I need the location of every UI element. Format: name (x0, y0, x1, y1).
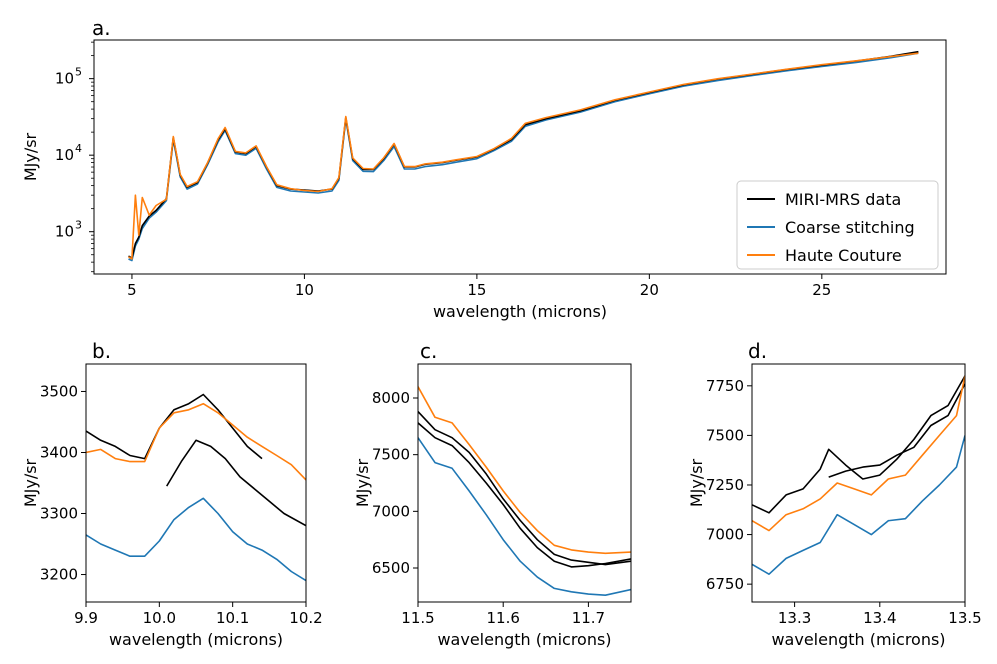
x-tick-label: 13.5 (948, 609, 981, 627)
series-line-coarse (86, 497, 306, 582)
series-line-data (418, 422, 631, 568)
x-tick-label: 9.9 (74, 609, 98, 627)
series-line-coarse (752, 435, 965, 575)
y-tick-label: 6750 (706, 575, 744, 593)
y-tick-label: 7500 (372, 446, 410, 464)
y-tick-label: 10 (55, 70, 74, 88)
x-tick-label: 20 (640, 281, 659, 299)
legend: MIRI-MRS data Coarse stitching Haute Coutu… (736, 180, 939, 270)
series-line-haute (86, 402, 306, 481)
plot-frame (93, 39, 947, 275)
x-axis-label: wavelength (microns) (437, 630, 611, 649)
legend-entry-coarse: Coarse stitching (785, 218, 915, 237)
x-tick-label: 10.2 (289, 609, 322, 627)
x-tick-label: 11.7 (572, 609, 605, 627)
series-line-data (828, 383, 965, 478)
x-tick-label: 10.1 (216, 609, 249, 627)
panel-label: d. (748, 339, 767, 363)
x-axis-label: wavelength (microns) (771, 630, 945, 649)
x-tick-label: 13.3 (778, 609, 811, 627)
y-axis-label: MJy/sr (21, 132, 40, 181)
panel-label: a. (92, 16, 111, 40)
legend-entry-haute: Haute Couture (785, 246, 902, 265)
series-line-coarse (418, 437, 631, 596)
series-line-data (418, 411, 631, 566)
y-tick-label: 10 (55, 146, 74, 164)
series-line-data (166, 439, 306, 527)
x-axis-label: wavelength (microns) (433, 302, 607, 321)
y-tick-label: 7000 (706, 526, 744, 544)
panel-c: 11.5 11.6 11.7 6500 7000 7500 8000 wavelength (… (353, 339, 632, 649)
y-tick-label: 7500 (706, 426, 744, 444)
panel-label: c. (420, 339, 437, 363)
series-line-data (86, 393, 263, 460)
x-tick-label: 13.4 (863, 609, 896, 627)
panel-b: 9.9 10.0 10.1 10.2 3200 3300 3400 3500 wavelengt… (21, 339, 323, 649)
x-tick-label: 10.0 (143, 609, 176, 627)
y-tick-label: 3400 (40, 443, 78, 461)
y-tick-exponent: 3 (75, 219, 82, 232)
plot-frame (751, 363, 966, 603)
x-tick-label: 25 (812, 281, 831, 299)
series-line-haute (752, 375, 965, 532)
x-tick-label: 15 (467, 281, 486, 299)
plot-frame (417, 363, 632, 603)
y-tick-exponent: 4 (75, 142, 82, 155)
x-axis-label: wavelength (microns) (109, 630, 283, 649)
x-tick-label: 11.6 (486, 609, 519, 627)
y-tick-label: 7750 (706, 377, 744, 395)
legend-box (736, 180, 939, 270)
series-group (752, 375, 965, 575)
series-group (418, 386, 631, 596)
y-tick-label: 10 (55, 223, 74, 241)
legend-entry-data: MIRI-MRS data (785, 190, 901, 209)
y-axis-label: MJy/sr (21, 458, 40, 507)
y-axis-label: MJy/sr (353, 458, 372, 507)
y-tick-label: 7250 (706, 476, 744, 494)
y-tick-label: 6500 (372, 559, 410, 577)
series-group (86, 393, 306, 582)
plot-frame (85, 363, 307, 603)
x-tick-label: 11.5 (401, 609, 434, 627)
y-tick-label: 3200 (40, 566, 78, 584)
panel-label: b. (92, 339, 111, 363)
series-line-haute (128, 52, 919, 260)
y-tick-exponent: 5 (75, 66, 82, 79)
x-tick-label: 5 (127, 281, 137, 299)
y-tick-label: 8000 (372, 389, 410, 407)
series-group (128, 50, 919, 262)
y-axis-label: MJy/sr (687, 458, 706, 507)
series-line-data (752, 375, 965, 514)
y-tick-label: 3500 (40, 382, 78, 400)
panel-d: 13.3 13.4 13.5 6750 7000 7250 7500 7750 waveleng… (687, 339, 982, 649)
series-line-haute (418, 386, 631, 555)
x-tick-label: 10 (295, 281, 314, 299)
y-tick-label: 3300 (40, 505, 78, 523)
y-tick-label: 7000 (372, 502, 410, 520)
